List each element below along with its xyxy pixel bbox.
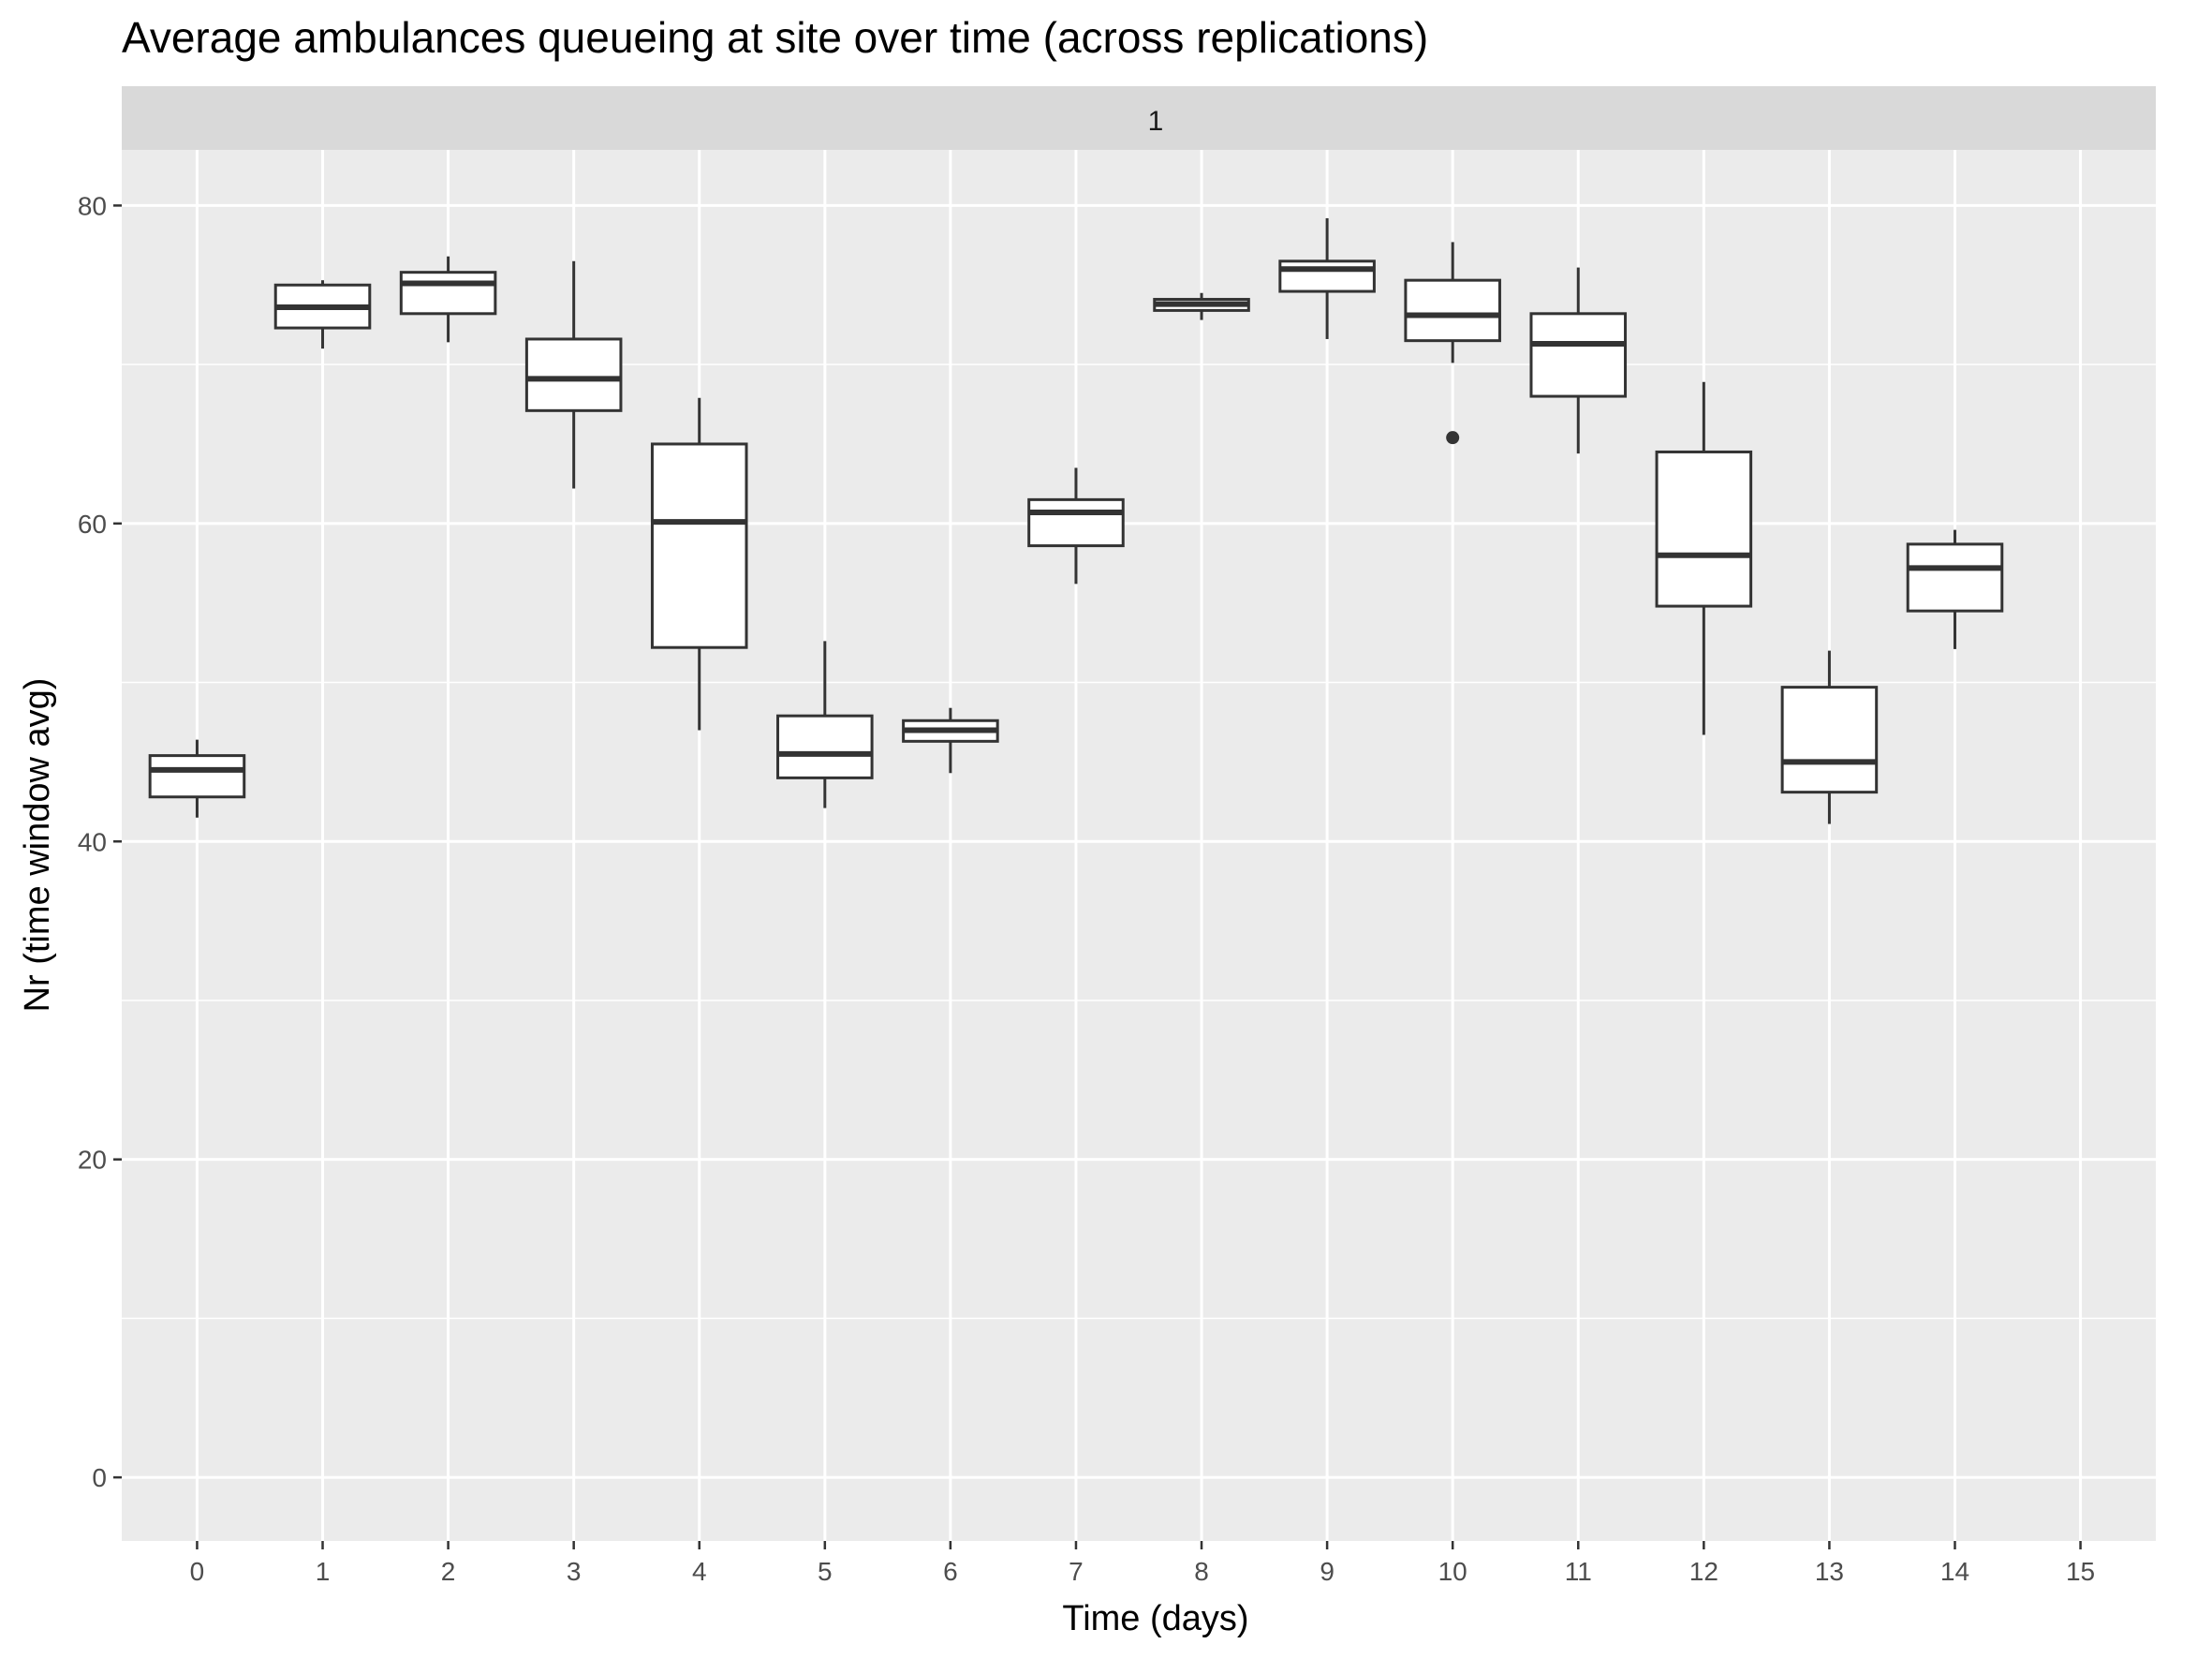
x-tick-label: 13: [1815, 1557, 1844, 1586]
outlier-point: [1446, 431, 1460, 445]
x-tick-label: 8: [1194, 1557, 1209, 1586]
x-tick-label: 15: [2066, 1557, 2095, 1586]
x-tick-label: 10: [1438, 1557, 1467, 1586]
x-tick-label: 5: [818, 1557, 833, 1586]
box-iqr: [1404, 278, 1501, 343]
chart-title: Average ambulances queueing at site over…: [122, 13, 1428, 62]
box-iqr: [1529, 312, 1628, 398]
box-11: [1529, 267, 1628, 454]
x-tick-label: 9: [1320, 1557, 1335, 1586]
box-iqr: [776, 714, 874, 779]
box-3: [524, 260, 623, 489]
x-tick-label: 4: [692, 1557, 707, 1586]
box-7: [1027, 467, 1125, 585]
y-tick-label: 20: [78, 1146, 107, 1175]
box-iqr: [1655, 450, 1753, 608]
box-9: [1278, 217, 1376, 339]
box-14: [1906, 529, 2004, 649]
box-iqr: [650, 442, 748, 649]
box-iqr: [1780, 686, 1879, 794]
grid-minor: [122, 363, 2156, 1320]
y-tick-label: 60: [78, 510, 107, 539]
x-tick-label: 12: [1689, 1557, 1718, 1586]
x-tick-label: 14: [1940, 1557, 1969, 1586]
box-iqr: [524, 337, 623, 412]
y-tick-label: 40: [78, 827, 107, 856]
x-tick-label: 0: [190, 1557, 205, 1586]
x-tick-label: 1: [316, 1557, 331, 1586]
box-5: [776, 641, 874, 808]
x-tick-label: 7: [1069, 1557, 1084, 1586]
box-iqr: [399, 271, 497, 316]
box-iqr: [1906, 542, 2004, 613]
x-axis-title: Time (days): [1062, 1599, 1248, 1638]
box-6: [902, 707, 999, 774]
box-0: [148, 739, 246, 818]
box-2: [399, 256, 497, 343]
x-axis: 0 1 2 3 4 5 6 7 8 9 10 11 12 13 14 15: [190, 1541, 2095, 1586]
box-8: [1153, 292, 1250, 320]
y-axis-title: Nr (time window avg): [18, 678, 57, 1013]
box-iqr: [148, 754, 246, 799]
grid-major: [122, 150, 2156, 1541]
y-axis: 0 20 40 60 80: [78, 191, 122, 1492]
box-13: [1780, 650, 1879, 824]
box-4: [650, 397, 748, 731]
plot-panel: [122, 150, 2156, 1541]
x-tick-label: 11: [1565, 1557, 1592, 1586]
box-series: [148, 217, 2004, 824]
x-tick-label: 2: [441, 1557, 456, 1586]
box-iqr: [1027, 497, 1125, 548]
box-1: [273, 280, 372, 349]
facet-strip: [122, 86, 2156, 150]
x-tick-label: 6: [943, 1557, 958, 1586]
box-iqr: [1278, 259, 1376, 293]
x-tick-label: 3: [567, 1557, 582, 1586]
facet-label: 1: [1148, 106, 1164, 137]
box-12: [1655, 381, 1753, 735]
box-10: [1404, 242, 1501, 445]
y-tick-label: 80: [78, 191, 107, 220]
y-tick-label: 0: [92, 1463, 107, 1492]
